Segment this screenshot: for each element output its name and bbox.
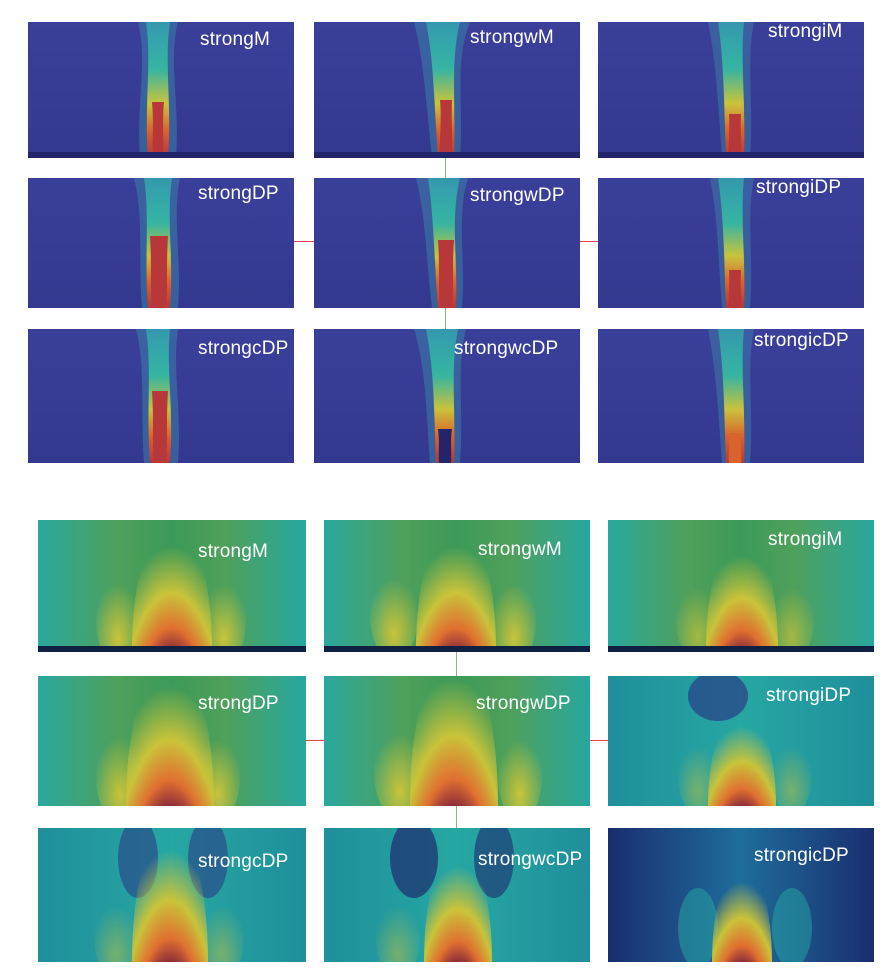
- jet-visualization: [38, 676, 306, 806]
- connector-horizontal: [294, 241, 314, 242]
- simulation-panel: strongiDP: [598, 178, 864, 308]
- connector-vertical: [445, 158, 446, 178]
- panel-label: strongiDP: [756, 178, 842, 198]
- jet-visualization: [324, 828, 590, 962]
- panel-label: strongwDP: [476, 693, 571, 714]
- jet-visualization: [28, 329, 294, 463]
- connector-vertical: [445, 307, 446, 329]
- panel-label: strongM: [200, 29, 271, 50]
- panel-label: strongwcDP: [454, 338, 559, 359]
- simulation-panel: strongDP: [28, 178, 294, 308]
- simulation-panel: strongDP: [38, 676, 306, 806]
- jet-visualization: [38, 520, 306, 652]
- connector-vertical: [456, 806, 457, 828]
- panel-label: strongDP: [198, 183, 279, 204]
- jet-visualization: [324, 520, 590, 652]
- jet-visualization: [38, 828, 306, 962]
- jet-visualization: [598, 178, 864, 308]
- panel-label: strongwcDP: [478, 849, 583, 870]
- jet-visualization: [324, 676, 590, 806]
- jet-visualization: [314, 178, 580, 308]
- simulation-panel: strongM: [38, 520, 306, 652]
- simulation-panel: strongwDP: [324, 676, 590, 806]
- connector-vertical: [456, 652, 457, 676]
- jet-visualization: [28, 178, 294, 308]
- simulation-panel: strongcDP: [28, 329, 294, 463]
- simulation-panel: strongwDP: [314, 178, 580, 308]
- jet-visualization: [598, 22, 864, 158]
- simulation-panel: strongiM: [598, 22, 864, 158]
- panel-label: strongicDP: [754, 845, 849, 866]
- panel-label: strongDP: [198, 693, 279, 714]
- simulation-panel: strongwcDP: [314, 329, 580, 463]
- panel-label: strongwM: [470, 27, 554, 48]
- jet-visualization: [314, 329, 580, 463]
- connector-horizontal: [580, 241, 598, 242]
- simulation-panel: strongicDP: [598, 329, 864, 463]
- panel-label: strongM: [198, 541, 269, 562]
- simulation-panel: strongicDP: [608, 828, 874, 962]
- panel-label: strongwM: [478, 539, 562, 560]
- panel-label: strongcDP: [198, 338, 289, 359]
- simulation-panel: strongwM: [314, 22, 580, 158]
- simulation-panel: strongiM: [608, 520, 874, 652]
- panel-label: strongwDP: [470, 185, 565, 206]
- panel-label: strongiM: [768, 529, 843, 550]
- jet-visualization: [598, 329, 864, 463]
- jet-visualization: [28, 22, 294, 158]
- jet-visualization: [314, 22, 580, 158]
- connector-horizontal: [590, 740, 608, 741]
- connector-horizontal: [306, 740, 324, 741]
- simulation-panel: strongcDP: [38, 828, 306, 962]
- simulation-panel: strongiDP: [608, 676, 874, 806]
- simulation-panel: strongwcDP: [324, 828, 590, 962]
- panel-label: strongiDP: [766, 685, 852, 706]
- jet-visualization: [608, 520, 874, 652]
- jet-visualization: [608, 676, 874, 806]
- panel-label: strongicDP: [754, 330, 849, 351]
- simulation-panel: strongwM: [324, 520, 590, 652]
- panel-label: strongcDP: [198, 851, 289, 872]
- simulation-panel: strongM: [28, 22, 294, 158]
- panel-label: strongiM: [768, 22, 843, 42]
- jet-visualization: [608, 828, 874, 962]
